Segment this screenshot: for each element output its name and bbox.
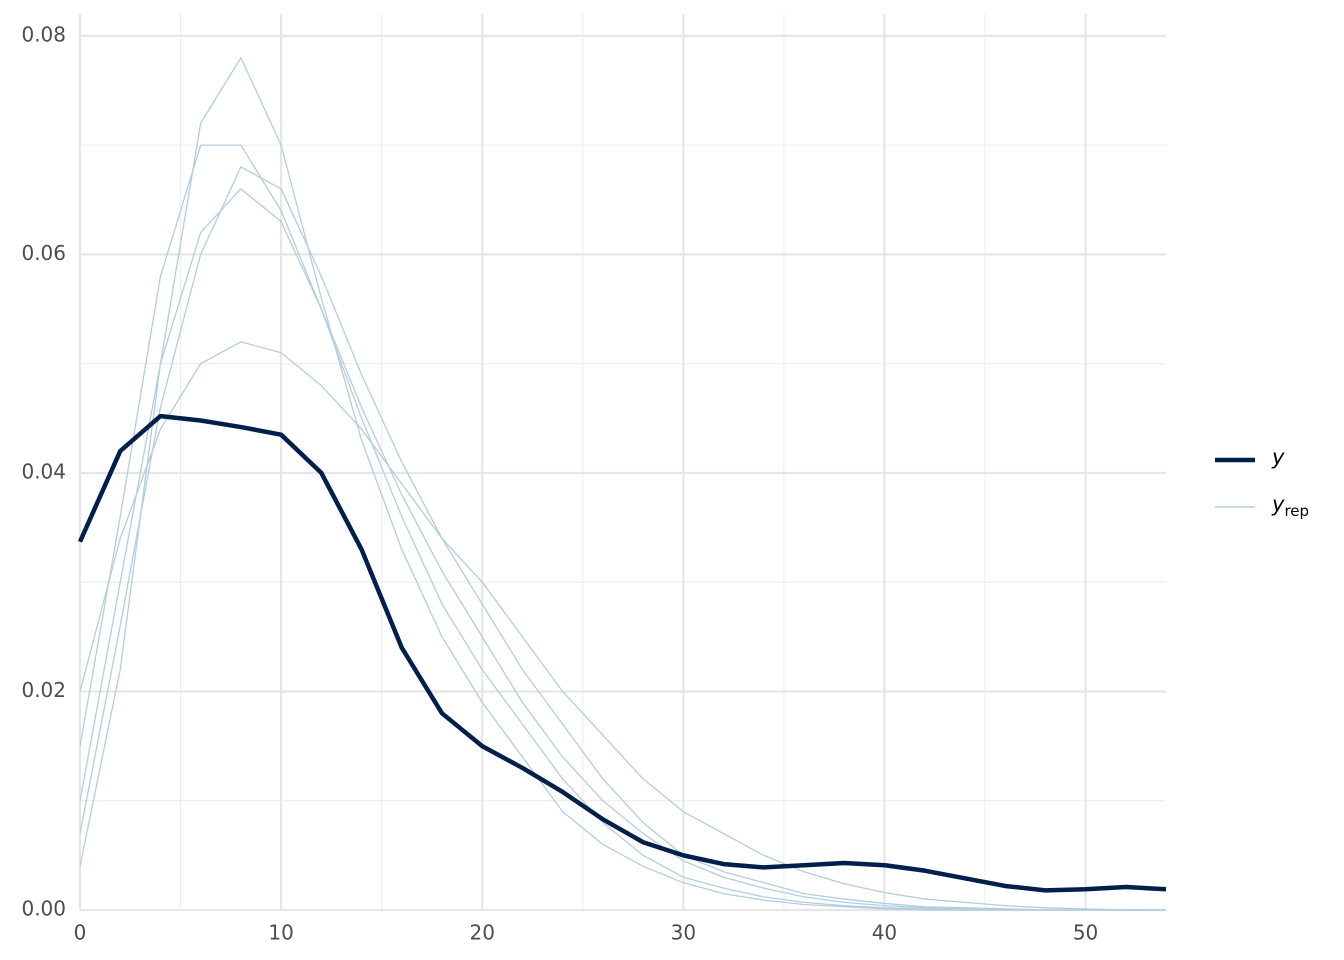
y-tick-label: 0.08 xyxy=(21,22,66,46)
x-tick-label: 0 xyxy=(74,921,87,945)
replicate-line xyxy=(79,188,1166,911)
legend-label: yrep xyxy=(1271,492,1309,520)
legend-subscript: rep xyxy=(1284,502,1309,520)
y-tick-label: 0.04 xyxy=(21,459,66,483)
y-tick-label: 0.02 xyxy=(21,678,66,702)
x-tick-label: 40 xyxy=(872,921,897,945)
legend-name: y xyxy=(1271,445,1285,469)
observed-line xyxy=(77,413,1167,893)
x-tick-label: 20 xyxy=(469,921,494,945)
replicate-line xyxy=(79,57,1166,911)
legend-label: y xyxy=(1271,445,1285,469)
x-tick-label: 50 xyxy=(1073,921,1098,945)
legend-name: y xyxy=(1271,492,1285,516)
x-tick-label: 10 xyxy=(268,921,293,945)
replicate-line xyxy=(79,341,1166,911)
replicate-line xyxy=(79,166,1166,911)
replicate-line xyxy=(79,144,1166,911)
y-tick-label: 0.06 xyxy=(21,241,66,265)
x-tick-label: 30 xyxy=(671,921,696,945)
y-tick-label: 0.00 xyxy=(21,897,66,921)
